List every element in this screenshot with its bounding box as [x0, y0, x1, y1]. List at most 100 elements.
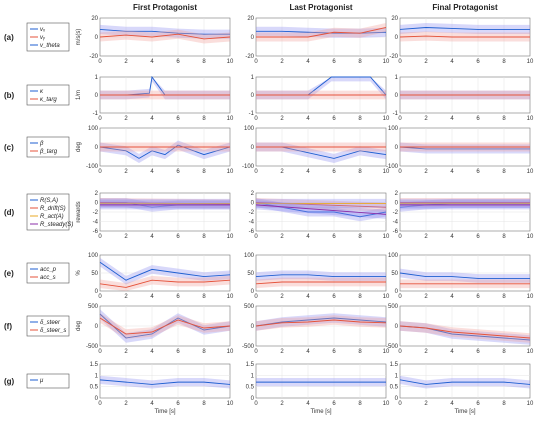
x-tick-label: 10	[527, 59, 534, 65]
x-tick-label: 2	[424, 401, 428, 407]
x-axis-label: Time [s]	[154, 409, 175, 415]
series-line	[399, 272, 530, 279]
y-tick-label: -500	[86, 344, 99, 350]
y-tick-label: -6	[93, 229, 99, 235]
y-tick-label: 100	[388, 253, 399, 259]
y-tick-label: -500	[242, 344, 255, 350]
series-line	[255, 317, 387, 327]
x-tick-label: 2	[280, 401, 284, 407]
x-tick-label: 0	[98, 116, 102, 122]
y-tick-label: 50	[247, 271, 254, 277]
x-tick-label: 2	[124, 294, 128, 300]
series-line	[99, 144, 231, 159]
series-line	[256, 30, 387, 34]
x-tick-label: 4	[306, 234, 310, 240]
y-tick-label: 0	[395, 145, 399, 151]
x-tick-label: 8	[202, 294, 206, 300]
x-axis-label: Time [s]	[310, 409, 331, 415]
confidence-band	[256, 277, 386, 289]
x-tick-label: 0	[254, 169, 258, 175]
x-tick-label: 6	[176, 116, 180, 122]
x-tick-label: 6	[332, 59, 336, 65]
legend-entry: acc_p	[40, 267, 57, 273]
x-tick-label: 0	[98, 59, 102, 65]
x-tick-label: 10	[383, 234, 390, 240]
x-tick-label: 0	[254, 401, 258, 407]
legend-entry: δ_steer_s	[40, 328, 66, 334]
x-tick-label: 0	[98, 401, 102, 407]
panel: 200-200 2 4 6 8 10	[389, 16, 534, 65]
x-tick-label: 6	[176, 169, 180, 175]
legend-entry: R(S,A)	[40, 198, 58, 204]
x-tick-label: 0	[398, 59, 402, 65]
x-tick-label: 10	[227, 349, 234, 355]
y-tick-label: 1	[95, 373, 99, 379]
x-tick-label: 10	[227, 59, 234, 65]
x-tick-label: 8	[502, 59, 506, 65]
x-tick-label: 0	[254, 59, 258, 65]
series-line	[99, 379, 231, 385]
x-tick-label: 8	[358, 59, 362, 65]
y-tick-label: -1	[249, 111, 255, 117]
x-tick-label: 8	[502, 349, 506, 355]
x-tick-label: 4	[306, 294, 310, 300]
y-tick-label: 0	[95, 93, 99, 99]
x-tick-label: 8	[202, 116, 206, 122]
y-tick-label: 0	[95, 324, 99, 330]
y-tick-label: -2	[93, 210, 99, 216]
x-tick-label: 0	[398, 116, 402, 122]
legend-box	[26, 136, 70, 158]
column-title: Last Protagonist	[289, 3, 352, 12]
y-tick-label: 0	[251, 35, 255, 41]
row-label: (b)	[4, 91, 15, 100]
x-tick-label: 0	[254, 234, 258, 240]
column-title: Final Protagonist	[432, 3, 498, 12]
plot-area	[255, 363, 387, 399]
x-tick-label: 10	[227, 116, 234, 122]
legend-box	[26, 84, 70, 106]
x-tick-label: 2	[124, 59, 128, 65]
x-tick-label: 6	[176, 59, 180, 65]
x-tick-label: 10	[383, 116, 390, 122]
y-tick-label: 0	[395, 93, 399, 99]
x-tick-label: 2	[424, 349, 428, 355]
x-tick-label: 2	[124, 401, 128, 407]
confidence-band	[400, 268, 530, 283]
y-axis-label: %	[76, 270, 82, 276]
confidence-band	[100, 140, 230, 163]
y-tick-label: 1	[395, 75, 399, 81]
y-tick-label: -4	[249, 220, 255, 226]
legend-box	[26, 373, 70, 389]
x-tick-label: 6	[332, 169, 336, 175]
y-tick-label: 50	[91, 271, 98, 277]
y-tick-label: 0	[95, 35, 99, 41]
y-tick-label: 50	[391, 271, 398, 277]
x-tick-label: 10	[383, 59, 390, 65]
legend-box	[26, 315, 70, 337]
series-line	[99, 279, 231, 288]
confidence-band	[256, 77, 386, 100]
panel: 200-200 2 4 6 8 10	[245, 16, 390, 65]
y-tick-label: 500	[388, 304, 399, 310]
x-tick-label: 2	[280, 349, 284, 355]
y-tick-label: 1	[251, 373, 255, 379]
x-tick-label: 4	[306, 169, 310, 175]
series-line	[399, 379, 531, 385]
legend-entry: μ	[39, 378, 44, 384]
x-tick-label: 10	[527, 234, 534, 240]
x-tick-label: 8	[502, 116, 506, 122]
row-label: (e)	[4, 269, 14, 278]
y-tick-label: 0	[395, 396, 399, 402]
x-tick-label: 10	[527, 294, 534, 300]
legend-box	[26, 262, 70, 284]
x-tick-label: 0	[254, 294, 258, 300]
legend-entry: R_act(A)	[40, 214, 64, 220]
y-tick-label: 2	[95, 191, 99, 197]
y-tick-label: 100	[388, 126, 399, 132]
y-tick-label: -6	[393, 229, 399, 235]
y-tick-label: -20	[89, 54, 98, 60]
confidence-band	[256, 313, 386, 331]
